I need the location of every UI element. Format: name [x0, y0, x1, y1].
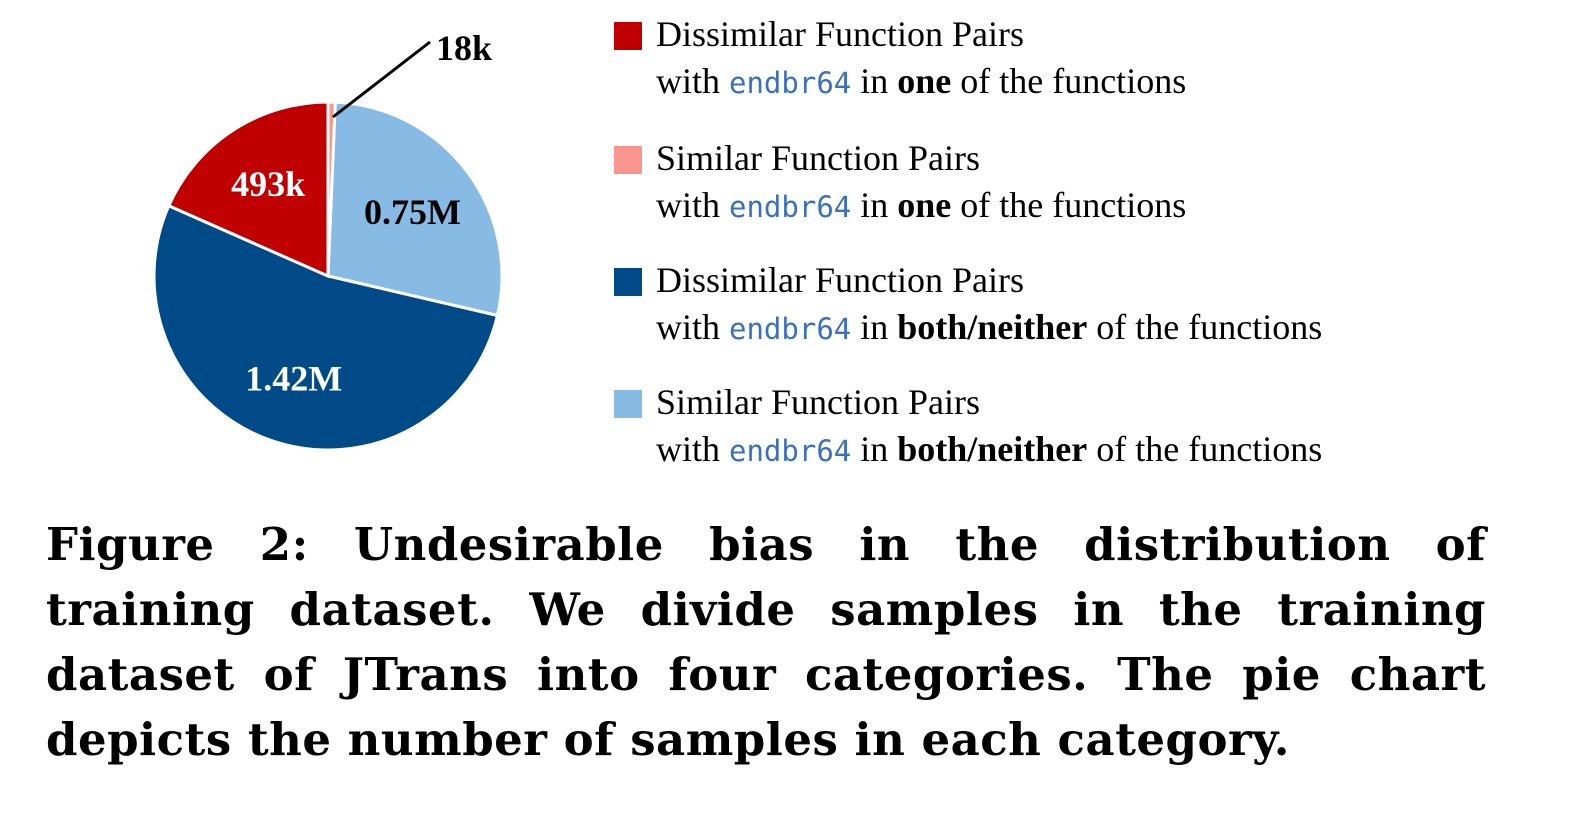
figure-caption: Figure 2: Undesirable bias in the distri… [46, 518, 1486, 766]
legend-emph: both/neither [897, 307, 1088, 347]
legend-post: of the functions [951, 61, 1187, 101]
legend-mid: in [851, 185, 898, 225]
legend-emph: both/neither [897, 429, 1088, 469]
legend-post: of the functions [951, 185, 1187, 225]
pie-chart: 18k 0.75M 1.42M 493k [152, 28, 504, 452]
legend-subtitle: with endbr64 in both/neither of the func… [656, 307, 1322, 349]
legend-item-dissimilar-one: Dissimilar Function Pairs with endbr64 i… [614, 14, 1574, 138]
slice-value-label: 1.42M [245, 358, 342, 398]
legend-swatch [614, 390, 642, 418]
slice-labels: 18k 0.75M 1.42M 493k [231, 28, 492, 398]
legend-mid: in [851, 429, 898, 469]
legend-title: Similar Function Pairs [656, 382, 980, 422]
legend-emph: one [897, 61, 952, 101]
legend-code: endbr64 [729, 312, 852, 346]
legend-pre: with [656, 185, 730, 225]
legend-subtitle: with endbr64 in one of the functions [656, 61, 1186, 103]
pie-slice [326, 100, 504, 318]
legend-item-similar-one: Similar Function Pairs with endbr64 in o… [614, 138, 1574, 260]
legend-pre: with [656, 61, 730, 101]
legend-item-dissimilar-both: Dissimilar Function Pairs with endbr64 i… [614, 260, 1574, 382]
pie-slice [152, 203, 500, 452]
legend-post: of the functions [1087, 307, 1323, 347]
pie-slice [166, 100, 330, 279]
legend-mid: in [851, 61, 898, 101]
legend-pre: with [656, 307, 730, 347]
legend-title: Dissimilar Function Pairs [656, 14, 1024, 54]
legend-emph: one [897, 185, 952, 225]
legend-pre: with [656, 429, 730, 469]
legend-swatch [614, 22, 642, 50]
legend-title: Similar Function Pairs [656, 138, 980, 178]
callout-line [332, 40, 431, 119]
legend-code: endbr64 [729, 66, 852, 100]
legend-item-similar-both: Similar Function Pairs with endbr64 in b… [614, 382, 1574, 506]
slice-value-label: 18k [436, 28, 492, 68]
legend-code: endbr64 [729, 190, 852, 224]
legend-subtitle: with endbr64 in both/neither of the func… [656, 429, 1322, 471]
legend-subtitle: with endbr64 in one of the functions [656, 185, 1186, 227]
slice-value-label: 0.75M [364, 192, 461, 232]
legend-swatch [614, 268, 642, 296]
pie-slices [152, 100, 504, 452]
legend: Dissimilar Function Pairs with endbr64 i… [614, 14, 1574, 506]
legend-post: of the functions [1087, 429, 1323, 469]
legend-swatch [614, 146, 642, 174]
legend-title: Dissimilar Function Pairs [656, 260, 1024, 300]
legend-code: endbr64 [729, 434, 852, 468]
legend-mid: in [851, 307, 898, 347]
slice-value-label: 493k [231, 164, 305, 204]
